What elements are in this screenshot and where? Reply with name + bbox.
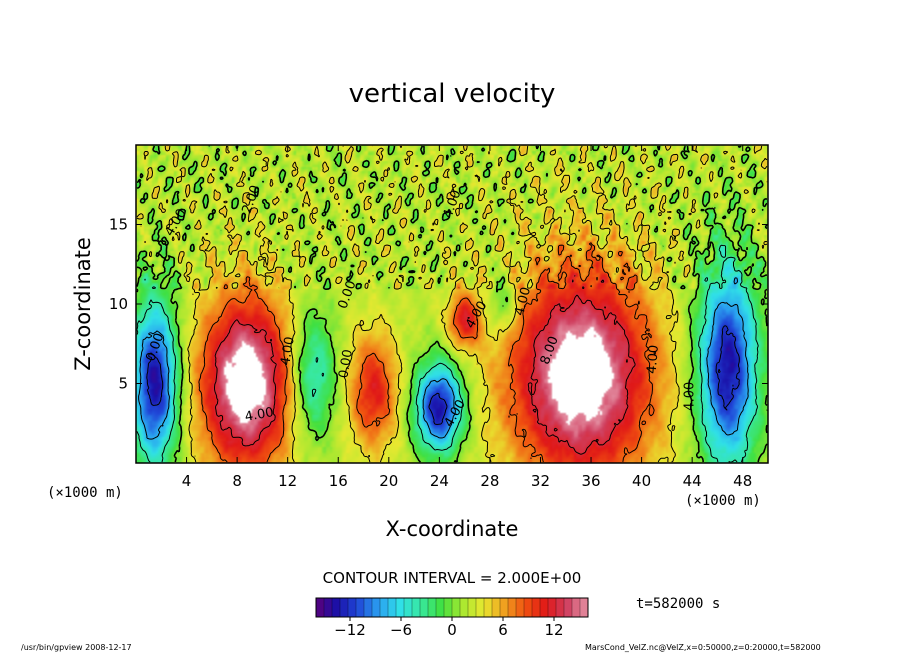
contour-label: 4.00 [512,286,534,318]
x-tick-label: 28 [480,472,499,490]
colorbar-cell [371,597,381,618]
x-axis: 4 8 12 16 20 24 28 32 36 40 44 48 [182,145,752,490]
x-tick-label: 12 [278,472,297,490]
contour-interval-label: CONTOUR INTERVAL = 2.000E+00 [323,569,582,587]
contour-line [146,325,740,425]
contour-label: 4.00 [244,405,275,425]
colorbar-cell [355,597,365,618]
colorbar-cell [411,597,421,618]
contour-label: 4.00 [682,382,697,411]
contour-line [214,275,636,455]
y-axis: 5 10 15 [109,216,768,393]
footer-right: MarsCond_VelZ.nc@VelZ,x=0:50000,z=0:2000… [585,643,821,652]
colorbar-cell [579,597,589,618]
colorbar-cell [571,597,581,618]
colorbar-cell [315,597,325,618]
colorbar-cell [467,597,477,618]
colorbar-cell [435,597,445,618]
x-tick-label: 24 [430,472,449,490]
x-tick-label: 44 [683,472,702,490]
x-tick-label: 8 [232,472,242,490]
y-axis-unit: (×1000 m) [47,485,123,501]
colorbar-cell [427,597,437,618]
colorbar-cell [459,597,469,618]
colorbar-cell [515,597,525,618]
colorbar-cell [507,597,517,618]
x-tick-label: 48 [733,472,752,490]
colorbar-cell [379,597,389,618]
colorbar-cell [403,597,413,618]
time-label: t=582000 s [636,596,720,612]
colorbar-cell [563,597,573,618]
contour-line [136,145,768,463]
colorbar-tick-label: 12 [544,621,563,639]
x-tick-label: 36 [581,472,600,490]
colorbar-cell [387,597,397,618]
contour-label: 4.00 [645,344,662,374]
y-tick-label: 10 [109,295,128,313]
colorbar-tick-label: 0 [447,621,457,639]
colorbar-cell [451,597,461,618]
colorbar-cell [475,597,485,618]
contour-line [138,277,749,440]
colorbar-cell [395,597,405,618]
y-axis-label: Z-coordinate [71,237,95,371]
contour-line [136,244,759,463]
colorbar-cell [419,597,429,618]
colorbar-tick-label: 6 [498,621,508,639]
contour-lines [136,145,768,463]
contour-labels: 4.004.004.002.000.000.000.004.004.004.00… [143,183,697,430]
chart-title: vertical velocity [349,79,556,109]
x-tick-label: 4 [182,472,192,490]
colorbar-cell [547,597,557,618]
colorbar-cell [499,597,509,618]
colorbar-cell [363,597,373,618]
colorbar-cell [539,597,549,618]
colorbar-cell [323,597,333,618]
colorbar-cell [339,597,349,618]
colorbar-tick-label: −12 [334,621,366,639]
x-axis-label: X-coordinate [386,517,519,541]
x-tick-label: 40 [632,472,651,490]
colorbar-cell [331,597,341,618]
colorbar-cell [555,597,565,618]
y-tick-label: 5 [118,375,128,393]
colorbar-cell [491,597,501,618]
contour-label: 4.00 [278,336,298,367]
contour-label: 0.00 [336,348,356,379]
x-axis-unit: (×1000 m) [685,493,761,509]
footer-left: /usr/bin/gpview 2008-12-17 [21,643,132,652]
colorbar-cell [531,597,541,618]
colorbar-cell [523,597,533,618]
y-tick-label: 15 [109,216,128,234]
colorbar-cell [347,597,357,618]
contour-line [198,242,656,463]
x-tick-label: 16 [329,472,348,490]
x-tick-label: 32 [531,472,550,490]
contour-line [136,145,768,463]
colorbar: −12 −6 0 6 12 [315,597,589,639]
colorbar-tick-label: −6 [390,621,412,639]
colorbar-cell [483,597,493,618]
plot-area: 4.004.004.002.000.000.000.004.004.004.00… [135,144,769,464]
heatmap-field [136,145,768,463]
colorbar-cell [443,597,453,618]
x-tick-label: 20 [379,472,398,490]
